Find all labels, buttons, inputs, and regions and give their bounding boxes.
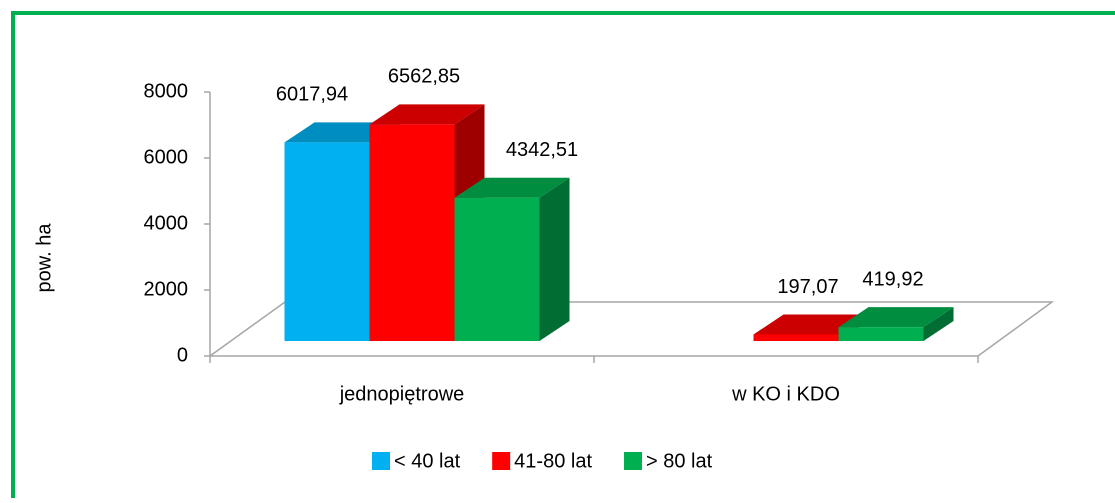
bar-top [454, 177, 570, 198]
y-axis-label: pow. ha [33, 223, 55, 293]
data-label: 419,92 [862, 268, 923, 290]
bar-top [369, 104, 485, 125]
bar [369, 124, 455, 341]
data-label: 4342,51 [506, 139, 578, 161]
data-label: 6017,94 [276, 84, 348, 106]
data-label: 6562,85 [388, 66, 460, 88]
data-label: 197,07 [777, 276, 838, 298]
x-tick-label: jednopiętrowe [339, 383, 465, 405]
legend-label: > 80 lat [646, 450, 713, 472]
legend-swatch [624, 452, 643, 470]
x-tick-label: w KO i KDO [731, 383, 840, 405]
bar [838, 327, 924, 341]
bar-top [838, 307, 954, 328]
y-tick-label: 8000 [144, 80, 189, 102]
y-tick-label: 0 [177, 344, 188, 366]
legend-label: < 40 lat [394, 450, 461, 472]
legend-swatch [492, 452, 511, 470]
bar-side [539, 177, 570, 341]
bar-side [923, 307, 954, 341]
bar [454, 197, 540, 341]
y-tick-label: 6000 [144, 146, 189, 168]
legend-label: 41-80 lat [514, 450, 592, 472]
floor [209, 301, 1055, 357]
frame [11, 11, 1115, 498]
y-tick-label: 2000 [144, 278, 189, 300]
bar [284, 142, 370, 341]
y-tick-label: 4000 [144, 212, 189, 234]
legend-swatch [372, 452, 390, 470]
bar [753, 334, 839, 341]
